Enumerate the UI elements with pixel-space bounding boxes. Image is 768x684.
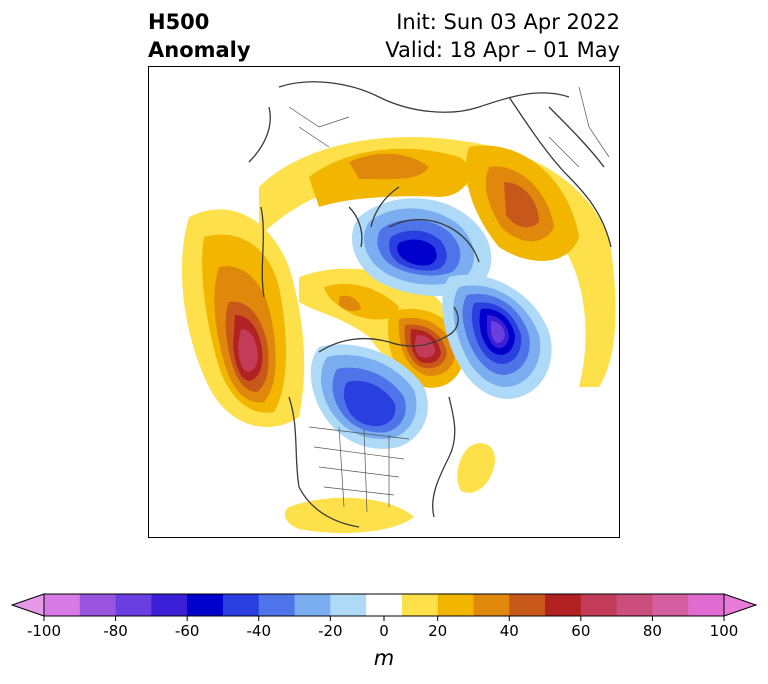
colorbar-bin bbox=[437, 594, 474, 616]
map-dates: Init: Sun 03 Apr 2022 Valid: 18 Apr – 01… bbox=[385, 8, 620, 64]
colorbar-bin bbox=[473, 594, 510, 616]
colorbar-tick-label: -20 bbox=[318, 622, 343, 640]
colorbar-tick-label: 60 bbox=[571, 622, 590, 640]
colorbar-bin bbox=[580, 594, 618, 616]
init-date: Init: Sun 03 Apr 2022 bbox=[396, 10, 620, 34]
map-canvas bbox=[181, 81, 616, 533]
coastlines bbox=[248, 81, 612, 528]
colorbar-tick-label: -80 bbox=[103, 622, 128, 640]
colorbar-tick-label: 80 bbox=[643, 622, 662, 640]
colorbar-bin bbox=[115, 594, 152, 616]
colorbar-tick-label: 40 bbox=[500, 622, 519, 640]
colorbar-bin bbox=[366, 594, 403, 616]
colorbar-bin bbox=[79, 594, 117, 616]
map-title: H500 Anomaly bbox=[148, 8, 251, 64]
colorbar-bin bbox=[222, 594, 260, 616]
valid-date: Valid: 18 Apr – 01 May bbox=[385, 38, 620, 62]
colorbar-bin bbox=[151, 594, 188, 616]
colorbar-bin bbox=[545, 594, 582, 616]
colorbar-bin bbox=[509, 594, 546, 616]
title-field: Anomaly bbox=[148, 38, 251, 62]
colorbar-bin bbox=[652, 594, 689, 616]
colorbar-under-arrow bbox=[10, 593, 45, 617]
colorbar: -100 -80 -60 -40 -20 0 20 40 60 80 100 bbox=[10, 588, 758, 646]
colorbar-tick-label: -60 bbox=[175, 622, 200, 640]
colorbar-svg: -100 -80 -60 -40 -20 0 20 40 60 80 100 bbox=[10, 593, 758, 640]
colorbar-bin bbox=[401, 594, 439, 616]
colorbar-bin bbox=[187, 594, 224, 616]
colorbar-tick-label: 20 bbox=[428, 622, 447, 640]
anomaly-fill bbox=[181, 137, 616, 533]
colorbar-tick-label: 0 bbox=[379, 622, 389, 640]
colorbar-tick-label: -40 bbox=[246, 622, 271, 640]
colorbar-units: m bbox=[373, 646, 395, 670]
colorbar-tick-label: 100 bbox=[710, 622, 739, 640]
colorbar-bin bbox=[330, 594, 367, 616]
colorbar-bin bbox=[44, 594, 81, 616]
political-borders bbox=[288, 86, 610, 513]
colorbar-bin bbox=[616, 594, 653, 616]
colorbar-bin bbox=[294, 594, 331, 616]
colorbar-tick-label: -100 bbox=[27, 622, 61, 640]
colorbar-over-arrow bbox=[723, 593, 758, 617]
anomaly-map bbox=[148, 66, 620, 538]
colorbar-bin bbox=[688, 594, 725, 616]
title-variable: H500 bbox=[148, 10, 210, 34]
colorbar-bin bbox=[258, 594, 296, 616]
